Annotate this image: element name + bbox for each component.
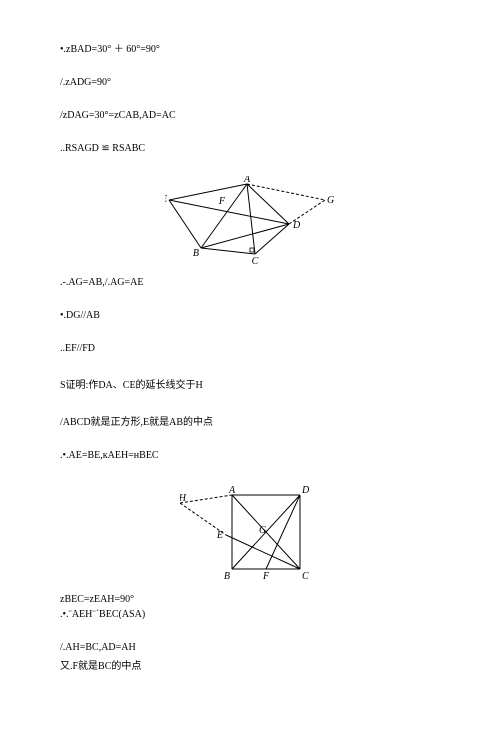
figure-1: E A G B C D F <box>60 176 440 269</box>
text-line: •.DG//AB <box>60 310 440 321</box>
text-line: /.AH=BC,AD=AH <box>60 642 440 653</box>
svg-text:F: F <box>218 196 226 207</box>
text-line: /ABCD就是正方形,E就是AB的中点 <box>60 413 440 428</box>
text-line: 又.F就是BC的中点 <box>60 657 440 672</box>
svg-text:B: B <box>193 248 199 259</box>
text-line: .-.AG=AB,/.AG=AE <box>60 277 440 288</box>
svg-text:C: C <box>302 571 309 582</box>
svg-text:D: D <box>292 220 301 231</box>
svg-text:C: C <box>252 256 259 266</box>
text-line: /zDAG=30°=zCAB,AD=AC <box>60 110 440 121</box>
svg-text:H: H <box>180 493 187 504</box>
text-line: ..EF//FD <box>60 343 440 354</box>
svg-text:E: E <box>216 530 223 541</box>
svg-text:D: D <box>301 485 310 496</box>
text-line: S证明:作DA、CE的延长线交于H <box>60 376 440 391</box>
text-line: zBEC=zEAH=90° <box>60 594 440 605</box>
text-line: .•.¨AEH¨´BEC(ASA) <box>60 609 440 620</box>
text-line: •.zBAD=30° ＋ 60°=90° <box>60 40 440 55</box>
svg-text:E: E <box>165 194 167 205</box>
svg-text:B: B <box>224 571 230 582</box>
svg-text:G: G <box>259 525 266 536</box>
text-line: /.zADG=90° <box>60 77 440 88</box>
figure-2: H A D E G B F C <box>60 483 440 586</box>
svg-text:A: A <box>243 176 251 185</box>
text-line: ..RSAGD ≌ RSABC <box>60 143 440 154</box>
svg-text:G: G <box>327 195 334 206</box>
svg-text:A: A <box>228 485 236 496</box>
svg-text:F: F <box>262 571 270 582</box>
text-line: .•.AE=BE,кAEH=нBEC <box>60 450 440 461</box>
